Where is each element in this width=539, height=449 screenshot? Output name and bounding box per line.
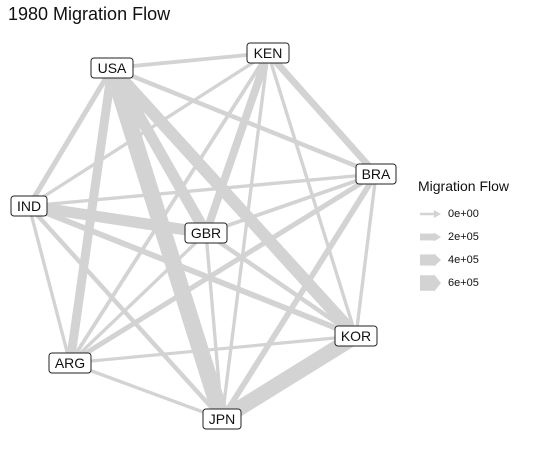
node-gbr: GBR [184,222,228,244]
legend-key-icon [420,273,441,292]
node-box [246,42,290,64]
flow-edge-usa-kor [107,63,361,341]
flow-edge-ken-arg [68,51,270,365]
legend-item: 2e+05 [418,225,509,248]
flow-edge-ken-jpn [220,52,270,420]
node-label: KOR [341,328,371,344]
node-box [355,163,397,185]
node-usa: USA [90,57,134,79]
flow-edge-usa-jpn [104,65,230,422]
legend-key-icon [420,232,441,241]
flow-edge-usa-ind [26,66,115,208]
node-label: BRA [362,166,391,182]
flow-edge-gbr-jpn [204,232,224,420]
legend-label: 2e+05 [448,230,479,243]
flow-edge-ind-gbr [28,200,207,239]
node-layer: USA KEN BRA IND GBR KOR ARG JPN [10,42,397,430]
legend-title: Migration Flow [418,178,510,194]
node-box [202,408,242,430]
node-jpn: JPN [202,408,242,430]
flow-edge-ind-arg [27,205,72,364]
flow-edge-bra-kor [354,173,378,337]
legend-item: 6e+05 [418,271,509,294]
flow-edge-bra-ind [28,172,377,208]
flow-edge-ind-jpn [27,204,224,421]
node-box [10,195,48,217]
node-label: USA [98,60,127,76]
node-ind: IND [10,195,48,217]
node-kor: KOR [334,325,378,347]
flow-edge-gbr-kor [204,231,358,338]
node-bra: BRA [355,163,397,185]
legend-label: 0e+00 [448,207,479,220]
node-arg: ARG [48,352,92,374]
legend-key-icon [420,252,441,267]
legend-item: 0e+00 [418,202,509,225]
node-box [334,325,378,347]
flow-edge-usa-gbr [107,65,211,236]
flow-edge-ken-ind [28,51,269,208]
node-label: GBR [191,225,221,241]
flow-edge-arg-jpn [69,361,223,421]
node-box [48,352,92,374]
flow-edge-kor-jpn [217,329,361,426]
flow-edge-ken-bra [265,50,379,177]
legend: Migration Flow 0e+00 2e+05 4e+05 6e+05 [418,178,509,294]
page-title: 1980 Migration Flow [8,4,171,24]
node-label: JPN [209,411,235,427]
flow-edge-bra-arg [68,171,378,366]
flow-edge-bra-gbr [205,172,377,235]
node-ken: KEN [246,42,290,64]
legend-item: 4e+05 [418,248,509,271]
node-label: IND [17,198,41,214]
legend-label: 4e+05 [448,253,479,266]
flow-edge-ken-gbr [202,51,272,235]
legend-label: 6e+05 [448,276,479,289]
edge-layer [26,50,379,426]
flow-edge-arg-kor [69,334,357,365]
node-box [184,222,228,244]
flow-edge-usa-ken [111,51,269,70]
node-label: KEN [254,45,283,61]
flow-edge-gbr-arg [68,231,208,365]
flow-edge-ind-kor [27,203,358,339]
legend-key-icon [420,209,441,218]
node-label: ARG [55,355,85,371]
node-box [90,57,134,79]
